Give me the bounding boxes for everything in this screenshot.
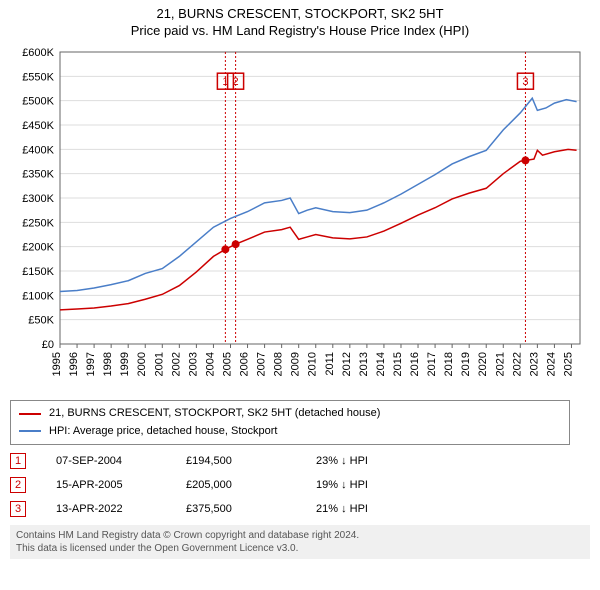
legend-label: HPI: Average price, detached house, Stoc… <box>49 423 278 441</box>
svg-text:2009: 2009 <box>290 352 302 376</box>
svg-text:2001: 2001 <box>153 352 165 376</box>
chart-title-line2: Price paid vs. HM Land Registry's House … <box>10 23 590 38</box>
svg-text:2014: 2014 <box>375 352 387 376</box>
svg-text:£500K: £500K <box>22 96 54 108</box>
legend-label: 21, BURNS CRESCENT, STOCKPORT, SK2 5HT (… <box>49 405 380 423</box>
svg-text:2002: 2002 <box>170 352 182 376</box>
event-price: £205,000 <box>186 479 286 491</box>
svg-text:2005: 2005 <box>221 352 233 376</box>
svg-text:£450K: £450K <box>22 120 54 132</box>
svg-text:2019: 2019 <box>460 352 472 376</box>
footer-line1: Contains HM Land Registry data © Crown c… <box>16 529 584 542</box>
svg-text:£300K: £300K <box>22 193 54 205</box>
svg-text:1996: 1996 <box>68 352 80 376</box>
legend-item: 21, BURNS CRESCENT, STOCKPORT, SK2 5HT (… <box>19 405 561 423</box>
data-license-footer: Contains HM Land Registry data © Crown c… <box>10 525 590 559</box>
event-date: 07-SEP-2004 <box>56 455 156 467</box>
svg-text:2008: 2008 <box>273 352 285 376</box>
event-badge: 2 <box>10 477 26 493</box>
svg-text:2024: 2024 <box>545 352 557 376</box>
events-table: 1 07-SEP-2004 £194,500 23% ↓ HPI 2 15-APR-200… <box>10 453 590 517</box>
svg-text:2023: 2023 <box>528 352 540 376</box>
svg-text:2017: 2017 <box>426 352 438 376</box>
legend-swatch <box>19 430 41 432</box>
event-date: 15-APR-2005 <box>56 479 156 491</box>
svg-text:2022: 2022 <box>511 352 523 376</box>
svg-text:£50K: £50K <box>28 315 54 327</box>
svg-text:£100K: £100K <box>22 290 54 302</box>
svg-text:2012: 2012 <box>341 352 353 376</box>
event-pct-vs-hpi: 19% ↓ HPI <box>316 479 436 491</box>
svg-text:2025: 2025 <box>562 352 574 376</box>
event-row: 3 13-APR-2022 £375,500 21% ↓ HPI <box>10 501 590 517</box>
svg-text:£350K: £350K <box>22 169 54 181</box>
svg-text:2021: 2021 <box>494 352 506 376</box>
svg-text:2016: 2016 <box>409 352 421 376</box>
svg-text:1999: 1999 <box>119 352 131 376</box>
svg-text:£0: £0 <box>42 339 54 351</box>
svg-text:2: 2 <box>233 76 239 88</box>
svg-text:£250K: £250K <box>22 217 54 229</box>
svg-text:2018: 2018 <box>443 352 455 376</box>
event-pct-vs-hpi: 23% ↓ HPI <box>316 455 436 467</box>
svg-text:2015: 2015 <box>392 352 404 376</box>
legend-item: HPI: Average price, detached house, Stoc… <box>19 423 561 441</box>
event-price: £375,500 <box>186 503 286 515</box>
svg-text:2000: 2000 <box>136 352 148 376</box>
legend-swatch <box>19 413 41 415</box>
svg-text:3: 3 <box>522 76 528 88</box>
svg-text:2013: 2013 <box>358 352 370 376</box>
svg-text:2010: 2010 <box>307 352 319 376</box>
svg-text:£150K: £150K <box>22 266 54 278</box>
event-badge: 1 <box>10 453 26 469</box>
svg-text:2004: 2004 <box>204 352 216 376</box>
svg-text:2020: 2020 <box>477 352 489 376</box>
chart-legend: 21, BURNS CRESCENT, STOCKPORT, SK2 5HT (… <box>10 400 570 445</box>
event-pct-vs-hpi: 21% ↓ HPI <box>316 503 436 515</box>
svg-text:£400K: £400K <box>22 144 54 156</box>
svg-text:£200K: £200K <box>22 242 54 254</box>
svg-text:1997: 1997 <box>85 352 97 376</box>
svg-text:2003: 2003 <box>187 352 199 376</box>
svg-text:1995: 1995 <box>51 352 63 376</box>
svg-text:2007: 2007 <box>256 352 268 376</box>
chart-title-line1: 21, BURNS CRESCENT, STOCKPORT, SK2 5HT <box>10 6 590 21</box>
event-row: 1 07-SEP-2004 £194,500 23% ↓ HPI <box>10 453 590 469</box>
svg-text:£600K: £600K <box>22 47 54 59</box>
footer-line2: This data is licensed under the Open Gov… <box>16 542 584 555</box>
svg-text:1998: 1998 <box>102 352 114 376</box>
price-chart: £0 £50K £100K £150K £200K £250K £300K £350K £400… <box>10 44 590 394</box>
svg-text:2006: 2006 <box>239 352 251 376</box>
event-row: 2 15-APR-2005 £205,000 19% ↓ HPI <box>10 477 590 493</box>
svg-text:£550K: £550K <box>22 71 54 83</box>
event-badge: 3 <box>10 501 26 517</box>
svg-text:2011: 2011 <box>324 352 336 376</box>
event-price: £194,500 <box>186 455 286 467</box>
event-date: 13-APR-2022 <box>56 503 156 515</box>
